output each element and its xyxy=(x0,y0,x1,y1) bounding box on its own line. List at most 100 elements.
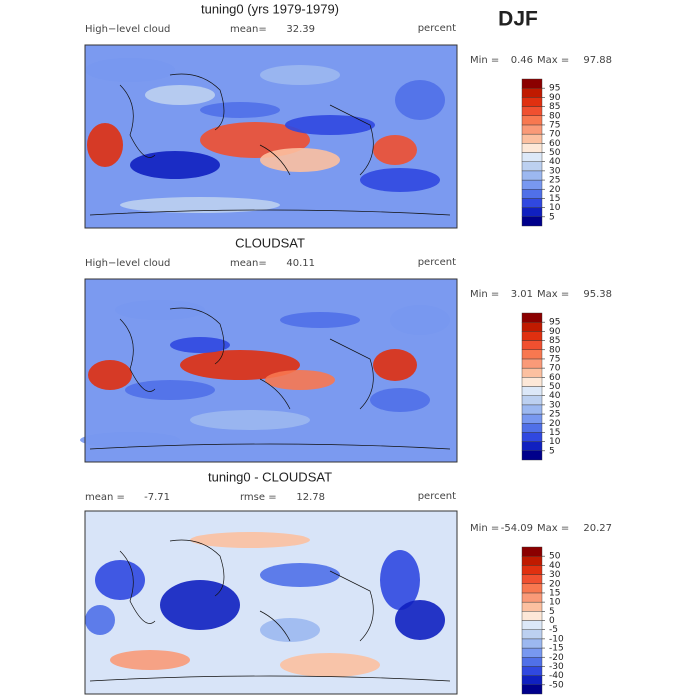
map-frame xyxy=(84,510,458,695)
colorbar-label: 30 xyxy=(549,400,561,410)
colorbar-label: 90 xyxy=(549,93,561,103)
colorbar-label: 5 xyxy=(549,446,555,456)
min-value: -54.09 xyxy=(501,523,533,534)
colorbar-label: 5 xyxy=(549,212,555,222)
field-blob xyxy=(125,380,215,400)
colorbar-label: -50 xyxy=(549,680,564,690)
units-label: percent xyxy=(418,257,456,268)
field-blob xyxy=(373,349,417,381)
colorbar-label: 0 xyxy=(549,616,555,626)
colorbar-label: 5 xyxy=(549,607,555,617)
field-blob xyxy=(85,58,175,82)
field-blob xyxy=(390,305,450,335)
field-blob xyxy=(395,600,445,640)
stat-value: -7.71 xyxy=(144,492,170,503)
colorbar-swatch xyxy=(521,152,543,162)
colorbar-label: 10 xyxy=(549,598,561,608)
colorbar-swatch xyxy=(521,657,543,667)
field-blob xyxy=(373,135,417,165)
colorbar-label: -15 xyxy=(549,644,564,654)
panel-title: CLOUDSAT xyxy=(235,235,305,250)
colorbar-swatch xyxy=(521,198,543,208)
coastline xyxy=(89,539,451,682)
units-label: percent xyxy=(418,491,456,502)
field-blob xyxy=(380,550,420,610)
colorbar-label: 10 xyxy=(549,203,561,213)
colorbar-label: 60 xyxy=(549,373,561,383)
max-value: 95.38 xyxy=(583,289,612,300)
colorbar-swatch xyxy=(521,161,543,172)
colorbar-swatch xyxy=(521,367,543,378)
colorbar-swatch xyxy=(521,450,543,461)
colorbar-swatch xyxy=(521,684,543,695)
colorbar-swatch xyxy=(521,647,543,658)
colorbar-swatch xyxy=(521,377,543,387)
colorbar-label: 80 xyxy=(549,345,561,355)
colorbar-label: 50 xyxy=(549,552,561,562)
colorbar-swatch xyxy=(521,143,543,153)
stat-label: rmse = xyxy=(240,492,277,503)
coastline xyxy=(89,307,451,450)
max-label: Max = xyxy=(537,523,569,534)
field-blob xyxy=(87,123,123,167)
colorbar-label: -5 xyxy=(549,625,558,635)
colorbar-label: 40 xyxy=(549,157,561,167)
colorbar-swatch xyxy=(521,441,543,452)
field-blob xyxy=(260,148,340,172)
colorbar-label: -30 xyxy=(549,662,564,672)
map xyxy=(84,510,458,695)
field-blob xyxy=(260,65,340,85)
field-blob xyxy=(180,350,300,380)
colorbar-swatch xyxy=(521,78,543,89)
colorbar-swatch xyxy=(521,666,543,676)
map-frame xyxy=(84,278,458,463)
colorbar-label: 85 xyxy=(549,102,560,112)
field-blob xyxy=(95,560,145,600)
colorbar-swatch xyxy=(521,124,543,135)
colorbar-label: 70 xyxy=(549,364,561,374)
colorbar-swatch xyxy=(521,423,543,433)
min-label: Min = xyxy=(470,289,499,300)
colorbar-label: 75 xyxy=(549,120,560,130)
colorbar-swatch xyxy=(521,432,543,442)
field-blob xyxy=(130,151,220,179)
colorbar-label: 25 xyxy=(549,176,560,186)
colorbar-label: 75 xyxy=(549,354,560,364)
stat-value: 40.11 xyxy=(286,258,315,269)
field-blob xyxy=(395,80,445,120)
colorbar-swatch xyxy=(521,349,543,360)
colorbar-label: -10 xyxy=(549,634,564,644)
units-label: percent xyxy=(418,23,456,34)
map xyxy=(80,278,458,463)
colorbar-label: 80 xyxy=(549,111,561,121)
field-blob xyxy=(80,432,180,448)
panel-title: tuning0 (yrs 1979-1979) xyxy=(201,1,339,16)
colorbar-swatch xyxy=(521,340,543,350)
max-value: 97.88 xyxy=(583,55,612,66)
colorbar-swatch xyxy=(521,555,543,566)
colorbar-swatch xyxy=(521,386,543,396)
min-label: Min = xyxy=(470,523,499,534)
max-label: Max = xyxy=(537,289,569,300)
field-blob xyxy=(85,605,115,635)
field-blob xyxy=(145,85,215,105)
field-blob xyxy=(285,115,375,135)
field-blob xyxy=(200,122,310,158)
min-label: Min = xyxy=(470,55,499,66)
colorbar-swatch xyxy=(521,546,543,557)
colorbar-swatch xyxy=(521,583,543,594)
colorbar-swatch xyxy=(521,331,543,341)
variable-label: High−level cloud xyxy=(85,24,170,35)
colorbar-swatch xyxy=(521,574,543,584)
colorbar-label: 20 xyxy=(549,185,561,195)
field-blob xyxy=(260,618,320,642)
panel-title: tuning0 - CLOUDSAT xyxy=(208,469,332,484)
colorbar-label: 50 xyxy=(549,382,561,392)
colorbar-swatch xyxy=(521,106,543,116)
field-blob xyxy=(360,168,440,192)
colorbar-label: 20 xyxy=(549,579,561,589)
field-blob xyxy=(260,563,340,587)
colorbar-swatch xyxy=(521,395,543,406)
field-blob xyxy=(88,360,132,390)
colorbar-label: 40 xyxy=(549,561,561,571)
